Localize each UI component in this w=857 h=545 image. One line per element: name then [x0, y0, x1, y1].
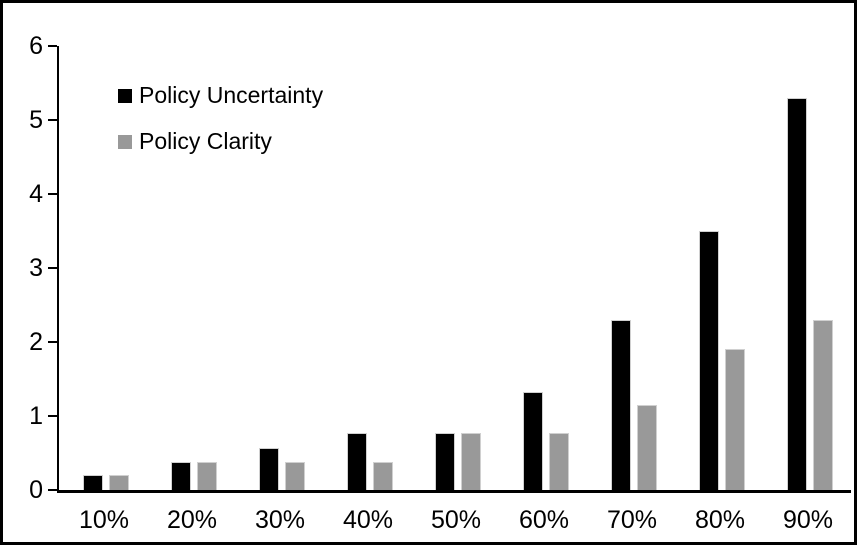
y-tick-label: 1 [29, 402, 43, 430]
x-tick-label: 80% [694, 506, 746, 534]
y-tick-mark [48, 489, 57, 491]
bar-policy-clarity-20% [197, 461, 217, 490]
y-tick-mark [48, 45, 57, 47]
legend-swatch-icon [118, 88, 132, 103]
bar-policy-clarity-10% [109, 475, 129, 490]
plot-area [57, 46, 851, 493]
y-tick-label: 0 [29, 476, 43, 504]
legend-swatch-icon [118, 134, 132, 149]
y-tick-mark [48, 415, 57, 417]
bar-policy-clarity-60% [549, 433, 569, 490]
bar-policy-clarity-80% [725, 349, 745, 490]
y-tick-mark [48, 341, 57, 343]
y-tick-mark [48, 193, 57, 195]
bar-policy-uncertainty-10% [83, 475, 103, 490]
bar-policy-clarity-70% [637, 404, 657, 490]
legend-item: Policy Uncertainty [118, 82, 323, 109]
x-tick-label: 90% [782, 506, 834, 534]
y-tick-label: 4 [29, 180, 43, 208]
bar-policy-uncertainty-80% [699, 231, 719, 490]
x-tick-label: 60% [518, 506, 570, 534]
bar-policy-uncertainty-40% [347, 433, 367, 490]
x-tick-label: 20% [166, 506, 218, 534]
x-tick-label: 10% [78, 506, 130, 534]
legend-item: Policy Clarity [118, 128, 323, 155]
chart-legend: Policy Uncertainty Policy Clarity [118, 82, 323, 174]
bar-policy-clarity-30% [285, 461, 305, 490]
bar-policy-uncertainty-70% [611, 319, 631, 490]
bar-policy-clarity-90% [813, 319, 833, 490]
bar-policy-uncertainty-30% [259, 447, 279, 490]
y-tick-label: 3 [29, 254, 43, 282]
x-tick-label: 40% [342, 506, 394, 534]
x-tick-label: 30% [254, 506, 306, 534]
bar-policy-uncertainty-20% [171, 461, 191, 490]
bar-policy-uncertainty-90% [787, 97, 807, 490]
bar-policy-clarity-50% [461, 433, 481, 490]
y-tick-mark [48, 119, 57, 121]
bar-policy-uncertainty-60% [523, 391, 543, 490]
y-tick-label: 6 [29, 32, 43, 60]
y-tick-mark [48, 267, 57, 269]
bar-policy-uncertainty-50% [435, 433, 455, 490]
x-tick-label: 70% [606, 506, 658, 534]
y-tick-label: 5 [29, 106, 43, 134]
y-tick-label: 2 [29, 328, 43, 356]
x-tick-label: 50% [430, 506, 482, 534]
legend-label: Policy Clarity [139, 128, 272, 154]
legend-label: Policy Uncertainty [139, 82, 324, 108]
bar-policy-clarity-40% [373, 461, 393, 490]
